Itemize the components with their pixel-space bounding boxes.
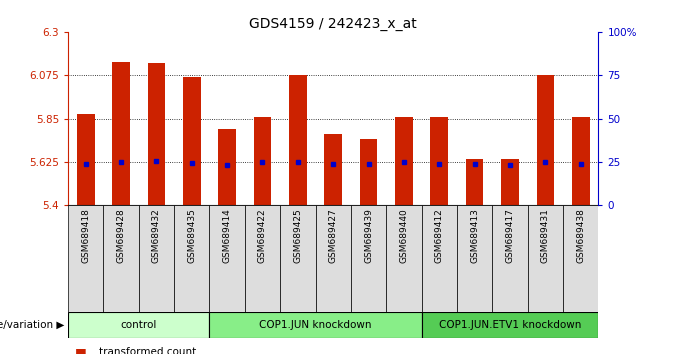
Bar (68, 312, 209, 338)
Bar (218, 129, 236, 205)
Text: GSM689427: GSM689427 (328, 209, 338, 263)
Bar (360, 139, 377, 205)
Bar (68, 205, 103, 312)
Text: GSM689418: GSM689418 (81, 209, 90, 263)
Text: GSM689428: GSM689428 (116, 209, 126, 263)
Text: control: control (120, 320, 157, 330)
Title: GDS4159 / 242423_x_at: GDS4159 / 242423_x_at (250, 17, 417, 31)
Text: GSM689431: GSM689431 (541, 209, 550, 263)
Bar (501, 159, 519, 205)
Text: GSM689425: GSM689425 (293, 209, 303, 263)
Text: GSM689439: GSM689439 (364, 209, 373, 263)
Text: ■: ■ (75, 346, 86, 354)
Bar (112, 62, 130, 205)
Text: GSM689414: GSM689414 (222, 209, 232, 263)
Bar (139, 205, 174, 312)
Text: GSM689422: GSM689422 (258, 209, 267, 263)
Text: GSM689440: GSM689440 (399, 209, 409, 263)
Bar (386, 205, 422, 312)
Bar (537, 75, 554, 205)
Bar (466, 159, 483, 205)
Bar (174, 205, 209, 312)
Bar (289, 75, 307, 205)
Bar (209, 205, 245, 312)
Bar (77, 114, 95, 205)
Bar (254, 117, 271, 205)
Bar (245, 205, 280, 312)
Text: GSM689438: GSM689438 (576, 209, 585, 263)
Text: transformed count: transformed count (99, 347, 196, 354)
Bar (422, 312, 598, 338)
Bar (395, 117, 413, 205)
Bar (316, 205, 351, 312)
Bar (209, 312, 422, 338)
Text: GSM689413: GSM689413 (470, 209, 479, 263)
Bar (430, 117, 448, 205)
Bar (492, 205, 528, 312)
Text: genotype/variation ▶: genotype/variation ▶ (0, 320, 65, 330)
Bar (457, 205, 492, 312)
Bar (528, 205, 563, 312)
Bar (183, 77, 201, 205)
Bar (351, 205, 386, 312)
Bar (148, 63, 165, 205)
Text: GSM689417: GSM689417 (505, 209, 515, 263)
Text: GSM689435: GSM689435 (187, 209, 197, 263)
Bar (103, 205, 139, 312)
Bar (563, 205, 598, 312)
Text: GSM689412: GSM689412 (435, 209, 444, 263)
Bar (572, 117, 590, 205)
Bar (422, 205, 457, 312)
Text: GSM689432: GSM689432 (152, 209, 161, 263)
Bar (324, 134, 342, 205)
Bar (280, 205, 316, 312)
Text: COP1.JUN knockdown: COP1.JUN knockdown (259, 320, 372, 330)
Text: COP1.JUN.ETV1 knockdown: COP1.JUN.ETV1 knockdown (439, 320, 581, 330)
